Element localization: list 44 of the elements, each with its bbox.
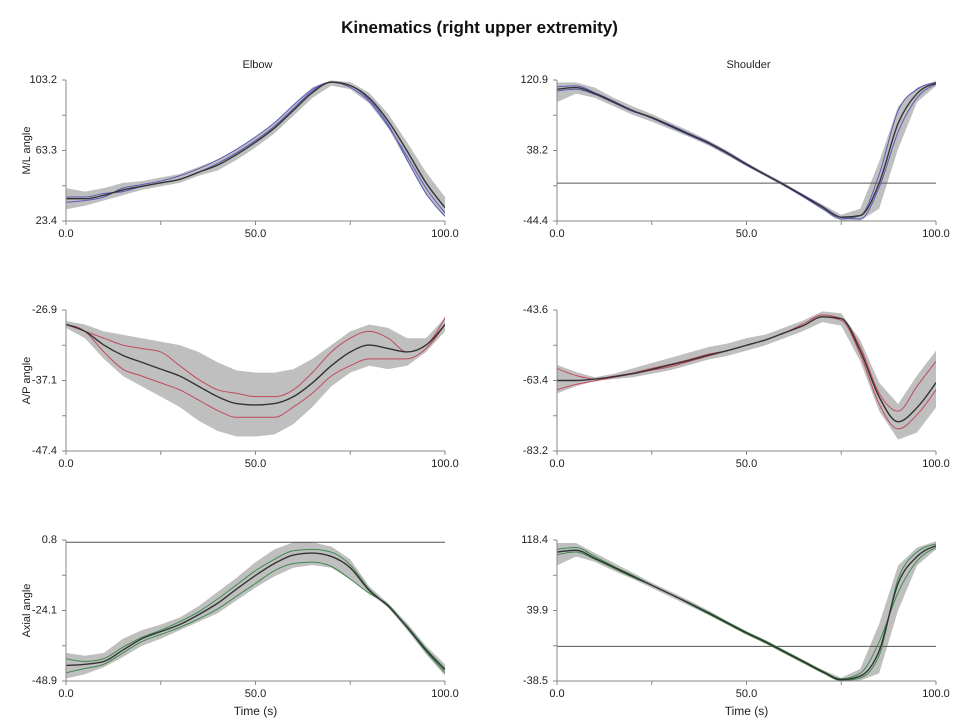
y-tick-label: -43.6 (522, 304, 548, 316)
y-axis-title: A/P angle (20, 356, 33, 404)
text: Kinematics (right upper extremity) (340, 18, 619, 38)
x-tick-label: 0.0 (549, 688, 565, 700)
chart-subtitle: Shoulder (725, 59, 772, 71)
x-tick-label: 0.0 (58, 228, 74, 240)
y-tick-label: 118.4 (521, 534, 548, 546)
y-axis-title: M/L angle (20, 126, 33, 174)
y-tick-label: -83.2 (522, 444, 548, 457)
x-tick-label: 100.0 (431, 688, 459, 700)
x-tick-label: 100.0 (431, 228, 459, 240)
x-tick-label: 50.0 (244, 228, 266, 240)
y-tick-label: 63.3 (36, 144, 57, 156)
x-tick-label: 0.0 (549, 228, 565, 240)
y-tick-label: -24.1 (32, 604, 57, 616)
x-tick-label: 100.0 (922, 228, 950, 240)
y-tick-label: 120.9 (520, 74, 548, 86)
x-tick-label: 100.0 (922, 458, 950, 470)
x-axis-title: Time (s) (234, 704, 278, 718)
x-tick-label: 50.0 (244, 458, 266, 470)
y-tick-label: -44.4 (522, 214, 548, 227)
x-tick-label: 50.0 (244, 688, 266, 700)
y-tick-label: -38.5 (522, 674, 548, 687)
y-tick-label: -63.4 (522, 374, 548, 386)
x-tick-label: 0.0 (58, 688, 74, 700)
y-tick-label: 103.2 (29, 74, 57, 86)
x-tick-label: 0.0 (58, 458, 74, 470)
x-tick-label: 50.0 (736, 228, 758, 240)
x-tick-label: 100.0 (922, 688, 950, 700)
y-tick-label: 39.9 (526, 604, 548, 616)
y-tick-label: -26.9 (32, 304, 57, 316)
x-tick-label: 100.0 (431, 458, 459, 470)
chart-subtitle: Elbow (242, 59, 274, 71)
y-tick-label: 38.2 (526, 144, 548, 156)
x-tick-label: 50.0 (736, 458, 758, 470)
y-axis-title: Axial angle (20, 584, 33, 638)
y-tick-label: 0.8 (42, 534, 57, 546)
y-tick-label: -37.1 (32, 374, 57, 386)
y-tick-label: 23.4 (36, 214, 57, 227)
x-tick-label: 50.0 (736, 688, 758, 700)
x-tick-label: 0.0 (549, 458, 565, 470)
x-axis-title: Time (s) (724, 704, 768, 718)
y-tick-label: -47.4 (32, 444, 57, 457)
y-tick-label: -48.9 (32, 674, 57, 687)
